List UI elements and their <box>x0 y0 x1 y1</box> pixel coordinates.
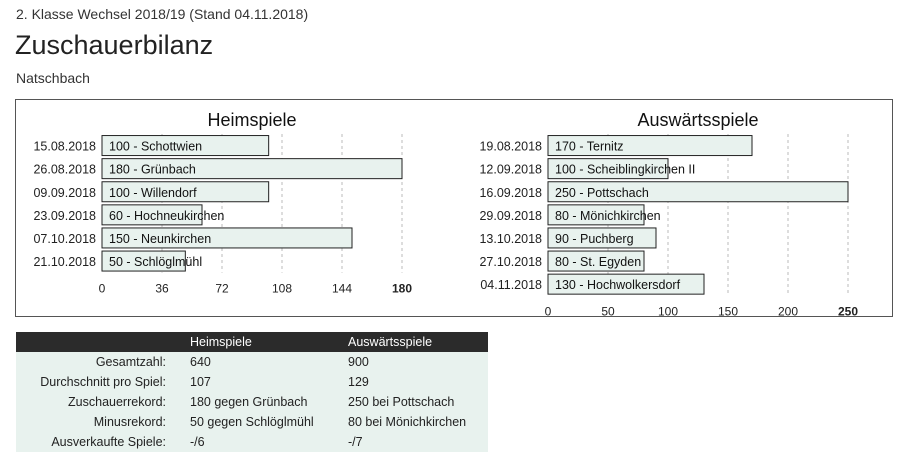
home-date-label: 09.09.2018 <box>33 186 96 200</box>
stats-row-away: 250 bei Pottschach <box>348 392 488 412</box>
home-bar-label: 100 - Schottwien <box>109 140 202 154</box>
home-bar <box>101 158 403 180</box>
home-bar-label: 150 - Neunkirchen <box>109 232 211 246</box>
away-date-label: 16.09.2018 <box>479 186 542 200</box>
stats-row-label: Durchschnitt pro Spiel: <box>16 372 190 392</box>
stats-row-label: Minusrekord: <box>16 412 190 432</box>
home-bar <box>101 181 270 203</box>
away-tick-label: 200 <box>778 305 798 316</box>
home-bar-label: 60 - Hochneukirchen <box>109 209 224 223</box>
home-tick-label: 144 <box>332 282 352 296</box>
stats-row-home: 107 <box>190 372 348 392</box>
home-bar-label: 50 - Schlöglmühl <box>109 255 202 269</box>
home-date-label: 07.10.2018 <box>33 232 96 246</box>
stats-row-home: 180 gegen Grünbach <box>190 392 348 412</box>
stats-row: Zuschauerrekord: 180 gegen Grünbach 250 … <box>16 392 488 412</box>
away-date-label: 29.09.2018 <box>479 209 542 223</box>
away-bar <box>547 135 753 157</box>
away-date-label: 19.08.2018 <box>479 140 542 154</box>
charts-svg: Heimspiele 0 36 72 108 144 180 15.08.2018 100 - … <box>33 110 858 316</box>
home-bar <box>101 227 353 249</box>
away-tick-label: 50 <box>601 305 615 316</box>
home-bar <box>101 135 270 157</box>
away-bar-label: 170 - Ternitz <box>555 140 624 154</box>
stats-row-home: 640 <box>190 352 348 372</box>
away-chart-title: Auswärtsspiele <box>637 110 758 130</box>
home-bar <box>101 204 203 226</box>
home-chart-title: Heimspiele <box>207 110 296 130</box>
stats-header-away: Auswärtsspiele <box>348 332 488 352</box>
stats-row-home: -/6 <box>190 432 348 452</box>
home-tick-label: 180 <box>392 282 412 296</box>
home-tick-label: 36 <box>155 282 169 296</box>
away-date-label: 27.10.2018 <box>479 255 542 269</box>
away-bar <box>547 227 657 249</box>
away-bar-label: 90 - Puchberg <box>555 232 634 246</box>
stats-header-row: Heimspiele Auswärtsspiele <box>16 332 488 352</box>
home-date-label: 21.10.2018 <box>33 255 96 269</box>
away-tick-label: 0 <box>545 305 552 316</box>
away-bar-label: 100 - Scheiblingkirchen II <box>555 163 695 177</box>
page-title: Zuschauerbilanz <box>15 30 214 60</box>
stats-row-away: 80 bei Mönichkirchen <box>348 412 488 432</box>
away-tick-label: 100 <box>658 305 678 316</box>
away-bar-label: 80 - St. Egyden <box>555 255 641 269</box>
home-date-label: 23.09.2018 <box>33 209 96 223</box>
home-date-label: 15.08.2018 <box>33 140 96 154</box>
away-bar <box>547 158 669 180</box>
stats-header-empty <box>16 332 190 352</box>
home-tick-label: 72 <box>215 282 229 296</box>
home-tick-label: 108 <box>272 282 292 296</box>
home-bar-label: 180 - Grünbach <box>109 163 196 177</box>
stats-row: Gesamtzahl: 640 900 <box>16 352 488 372</box>
stats-header-home: Heimspiele <box>190 332 348 352</box>
stats-row: Durchschnitt pro Spiel: 107 129 <box>16 372 488 392</box>
away-bar <box>547 273 705 295</box>
stats-row: Minusrekord: 50 gegen Schlöglmühl 80 bei… <box>16 412 488 432</box>
team-name: Natschbach <box>16 70 90 86</box>
away-date-label: 13.10.2018 <box>479 232 542 246</box>
stats-row-label: Gesamtzahl: <box>16 352 190 372</box>
stats-row-away: 129 <box>348 372 488 392</box>
away-bar <box>547 250 645 272</box>
home-bar <box>101 250 186 272</box>
stats-row-label: Zuschauerrekord: <box>16 392 190 412</box>
away-bar-label: 80 - Mönichkirchen <box>555 209 661 223</box>
home-date-label: 26.08.2018 <box>33 163 96 177</box>
chart-container: Heimspiele 0 36 72 108 144 180 15.08.2018 100 - … <box>15 99 893 317</box>
away-tick-label: 150 <box>718 305 738 316</box>
stats-row-label: Ausverkaufte Spiele: <box>16 432 190 452</box>
home-bar-label: 100 - Willendorf <box>109 186 197 200</box>
away-tick-label: 250 <box>838 305 858 316</box>
away-bar <box>547 204 645 226</box>
stats-row: Ausverkaufte Spiele: -/6 -/7 <box>16 432 488 452</box>
home-tick-label: 0 <box>99 282 106 296</box>
away-bar-label: 130 - Hochwolkersdorf <box>555 278 681 292</box>
stats-row-away: 900 <box>348 352 488 372</box>
stats-row-home: 50 gegen Schlöglmühl <box>190 412 348 432</box>
away-date-label: 04.11.2018 <box>480 278 542 292</box>
stats-row-away: -/7 <box>348 432 488 452</box>
away-bar-label: 250 - Pottschach <box>555 186 649 200</box>
away-bar <box>547 181 849 203</box>
stats-table: Heimspiele Auswärtsspiele Gesamtzahl: 64… <box>16 332 488 452</box>
season-subtitle: 2. Klasse Wechsel 2018/19 (Stand 04.11.2… <box>16 6 309 22</box>
away-date-label: 12.09.2018 <box>479 163 542 177</box>
